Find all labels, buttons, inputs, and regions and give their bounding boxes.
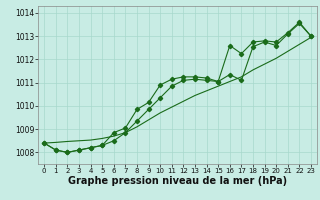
X-axis label: Graphe pression niveau de la mer (hPa): Graphe pression niveau de la mer (hPa) [68, 176, 287, 186]
